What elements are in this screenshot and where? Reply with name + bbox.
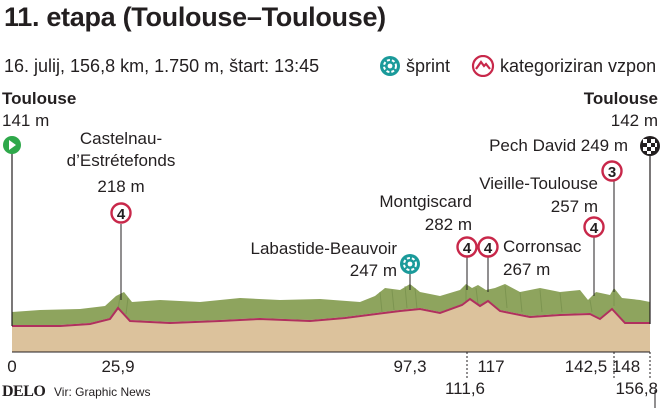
legend-sprint: šprint	[379, 55, 450, 77]
vieille-name: Vieille-Toulouse	[479, 174, 598, 193]
route-line	[12, 297, 650, 327]
finish-name: Toulouse	[584, 89, 658, 108]
km-corronsac: 117	[477, 357, 504, 376]
sprint-icon	[380, 56, 400, 76]
km-pechdavid: 148	[612, 357, 640, 376]
svg-text:4: 4	[463, 240, 472, 257]
montgiscard-elevation: 282 m	[425, 215, 472, 234]
labastide-sprint-icon	[400, 254, 420, 274]
km-labastide: 97,3	[393, 357, 426, 376]
castelnau-elevation: 218 m	[97, 177, 144, 196]
corronsac-climb-icon: 4	[477, 236, 499, 258]
km-castelnau: 25,9	[101, 357, 134, 376]
pechdavid-name: Pech David 249 m	[489, 136, 628, 155]
vieille-elevation: 257 m	[551, 197, 598, 216]
km-vieille: 142,5	[565, 357, 608, 376]
vieille-climb-icon: 4	[583, 216, 605, 238]
svg-text:4: 4	[590, 220, 599, 237]
km-0: 0	[7, 357, 16, 376]
montgiscard-name: Montgiscard	[379, 192, 472, 211]
legend-sprint-label: šprint	[406, 55, 451, 76]
km-ticks	[466, 352, 651, 378]
castelnau-name-1: Castelnau-	[80, 129, 162, 148]
castelnau-name-2: d’Estrétefonds	[67, 151, 176, 170]
km-end: 156,8	[615, 379, 658, 398]
corronsac-name: Corronsac	[503, 237, 582, 256]
publisher-logo: DELO	[2, 383, 46, 400]
source-credit: Vir: Graphic News	[54, 385, 151, 399]
terrain-ridge	[12, 284, 650, 326]
labastide-name: Labastide-Beauvoir	[251, 239, 398, 258]
finish-elevation: 142 m	[611, 111, 658, 130]
finish-flag-icon	[640, 136, 660, 156]
terrain-ground	[12, 298, 650, 352]
pechdavid-climb-icon: 3	[601, 160, 623, 182]
legend-climb: kategoriziran vzpon	[471, 55, 656, 77]
stage-title: 11. etapa (Toulouse–Toulouse)	[4, 2, 386, 32]
montgiscard-climb-icon: 4	[456, 236, 478, 258]
climb-category-icon	[471, 55, 495, 77]
km-montgiscard: 111,6	[445, 379, 485, 398]
svg-text:4: 4	[117, 206, 126, 223]
castelnau-climb-icon: 4	[110, 202, 132, 224]
ridge-texture	[117, 285, 615, 315]
corronsac-elevation: 267 m	[503, 260, 550, 279]
legend-climb-label: kategoriziran vzpon	[500, 55, 657, 76]
start-icon	[3, 136, 21, 154]
svg-text:3: 3	[608, 164, 616, 181]
labastide-elevation: 247 m	[350, 261, 397, 280]
start-elevation: 141 m	[2, 111, 49, 130]
stage-info: 16. julij, 156,8 km, 1.750 m, štart: 13:…	[4, 56, 320, 76]
svg-text:4: 4	[484, 240, 493, 257]
start-name: Toulouse	[2, 89, 76, 108]
